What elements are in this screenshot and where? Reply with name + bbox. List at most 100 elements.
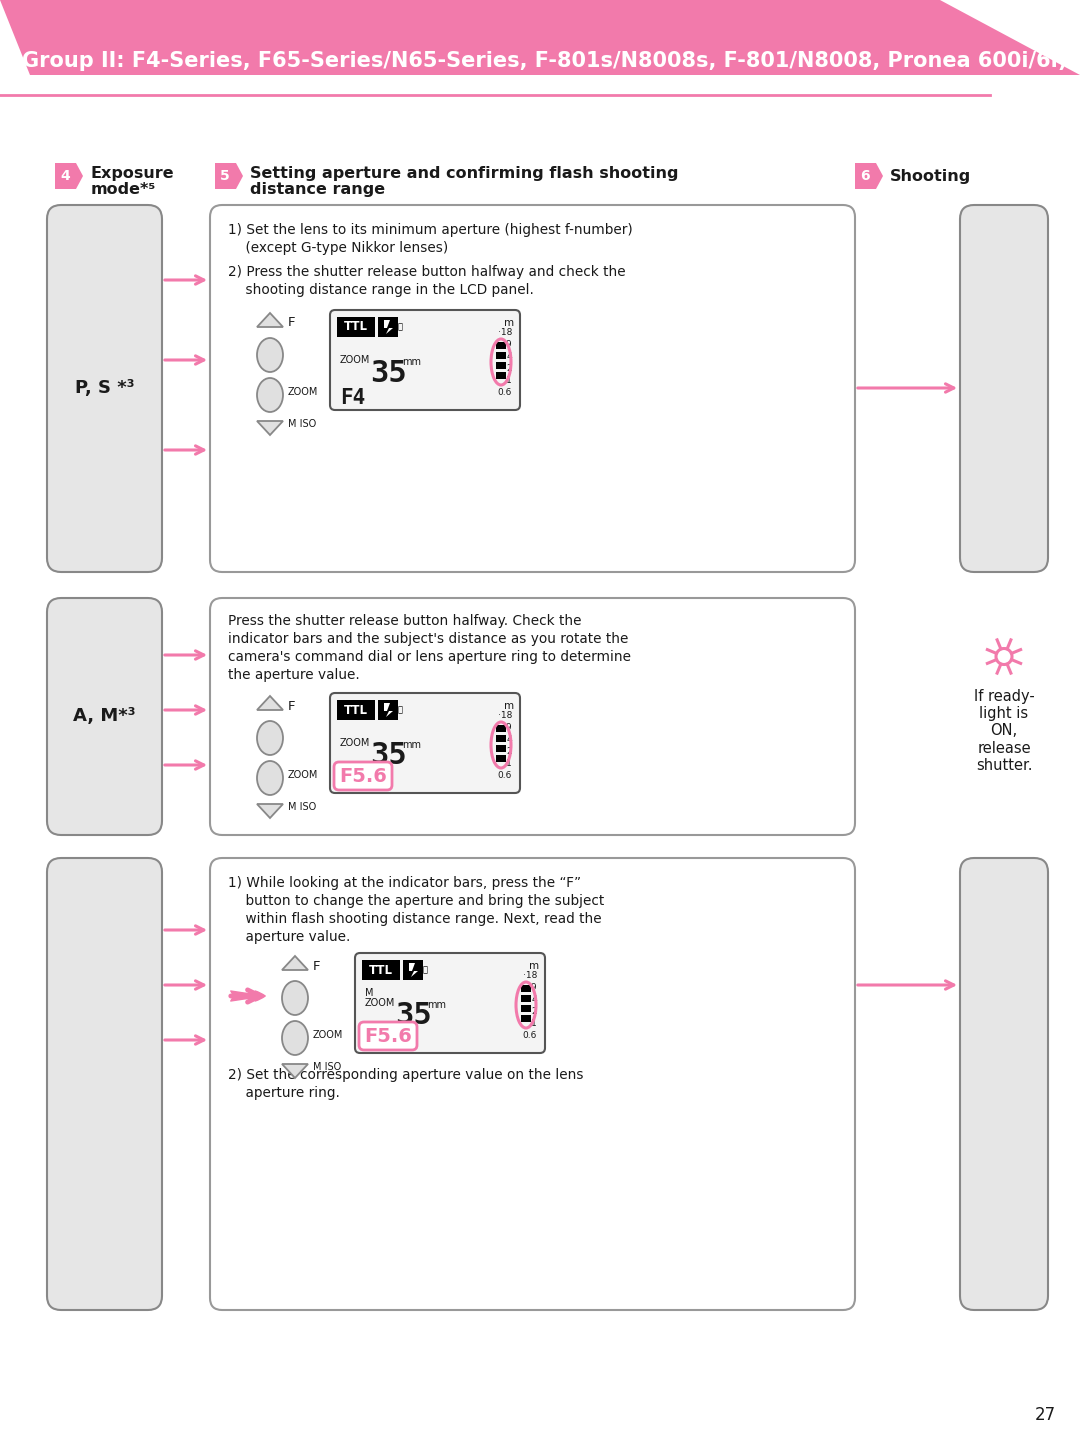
Text: 1: 1 <box>507 375 512 385</box>
Polygon shape <box>257 313 283 326</box>
Bar <box>496 725 507 732</box>
Text: ZOOM: ZOOM <box>288 769 319 779</box>
Text: shooting distance range in the LCD panel.: shooting distance range in the LCD panel… <box>228 283 534 298</box>
Text: 2: 2 <box>507 364 512 372</box>
Text: m: m <box>529 961 539 971</box>
Text: 35: 35 <box>370 358 407 387</box>
Text: 4: 4 <box>507 735 512 743</box>
FancyBboxPatch shape <box>355 953 545 1053</box>
Bar <box>496 745 507 752</box>
Text: (except G-type Nikkor lenses): (except G-type Nikkor lenses) <box>228 242 448 255</box>
Polygon shape <box>855 162 883 188</box>
Text: F: F <box>313 959 321 972</box>
Text: TTL: TTL <box>369 963 393 976</box>
Text: aperture value.: aperture value. <box>228 930 350 943</box>
Text: 35: 35 <box>370 742 407 771</box>
Text: 0.6: 0.6 <box>498 771 512 779</box>
Ellipse shape <box>257 378 283 413</box>
Ellipse shape <box>282 1021 308 1055</box>
Text: M ISO: M ISO <box>313 1063 341 1071</box>
Text: 6: 6 <box>860 170 869 183</box>
FancyBboxPatch shape <box>330 311 519 410</box>
Text: button to change the aperture and bring the subject: button to change the aperture and bring … <box>228 894 604 907</box>
Text: Exposure: Exposure <box>91 165 175 181</box>
Bar <box>496 342 507 349</box>
FancyBboxPatch shape <box>48 206 162 572</box>
Polygon shape <box>940 0 1080 75</box>
Bar <box>337 316 375 336</box>
FancyBboxPatch shape <box>48 598 162 835</box>
Text: Group II: F4-Series, F65-Series/N65-Series, F-801s/N8008s, F-801/N8008, Pronea 6: Group II: F4-Series, F65-Series/N65-Seri… <box>22 50 1067 70</box>
FancyBboxPatch shape <box>960 858 1048 1310</box>
Text: ·9: ·9 <box>528 984 537 992</box>
Text: m: m <box>504 318 514 328</box>
Text: Ⓟ: Ⓟ <box>397 706 403 715</box>
Text: F: F <box>288 699 296 712</box>
Text: ·18: ·18 <box>498 710 512 720</box>
Polygon shape <box>215 162 243 188</box>
Polygon shape <box>257 421 283 436</box>
Ellipse shape <box>257 761 283 795</box>
Text: 35: 35 <box>395 1001 432 1031</box>
Bar <box>403 961 423 981</box>
Text: mm: mm <box>427 999 446 1009</box>
Text: 2) Set the corresponding aperture value on the lens: 2) Set the corresponding aperture value … <box>228 1068 583 1081</box>
Ellipse shape <box>257 338 283 372</box>
Bar <box>521 1015 531 1022</box>
Text: Ⓟ: Ⓟ <box>397 322 403 332</box>
Polygon shape <box>384 703 393 718</box>
Text: 1: 1 <box>531 1020 537 1028</box>
Bar <box>378 700 399 720</box>
Text: m: m <box>504 700 514 710</box>
Text: M: M <box>365 988 374 998</box>
Bar <box>521 995 531 1002</box>
Text: Ⓟ: Ⓟ <box>422 965 428 975</box>
Ellipse shape <box>257 720 283 755</box>
Text: 4: 4 <box>60 170 70 183</box>
Text: F: F <box>288 316 296 329</box>
Text: camera's command dial or lens aperture ring to determine: camera's command dial or lens aperture r… <box>228 650 631 664</box>
FancyBboxPatch shape <box>334 762 392 789</box>
Text: ·9: ·9 <box>503 339 512 349</box>
Text: 1) Set the lens to its minimum aperture (highest f-number): 1) Set the lens to its minimum aperture … <box>228 223 633 237</box>
Text: P, S *³: P, S *³ <box>75 380 134 397</box>
Bar <box>521 985 531 992</box>
Text: 4: 4 <box>507 352 512 361</box>
Text: 5: 5 <box>220 170 230 183</box>
Text: ZOOM: ZOOM <box>340 355 370 365</box>
Bar <box>496 372 507 380</box>
Text: TTL: TTL <box>345 703 368 716</box>
Text: the aperture value.: the aperture value. <box>228 669 360 682</box>
Ellipse shape <box>282 981 308 1015</box>
Polygon shape <box>409 963 418 976</box>
Text: mm: mm <box>402 741 421 751</box>
Text: distance range: distance range <box>249 183 386 197</box>
Text: Press the shutter release button halfway. Check the: Press the shutter release button halfway… <box>228 614 581 628</box>
Text: 4: 4 <box>531 995 537 1004</box>
Text: indicator bars and the subject's distance as you rotate the: indicator bars and the subject's distanc… <box>228 631 629 646</box>
Text: 2) Press the shutter release button halfway and check the: 2) Press the shutter release button half… <box>228 265 625 279</box>
Text: ·18: ·18 <box>498 328 512 336</box>
Text: M ISO: M ISO <box>288 418 316 429</box>
Bar <box>496 352 507 360</box>
Bar <box>378 316 399 336</box>
Polygon shape <box>282 1064 308 1078</box>
Text: If ready-
light is
ON,
release
shutter.: If ready- light is ON, release shutter. <box>974 689 1035 774</box>
Text: F4: F4 <box>340 388 365 408</box>
Text: ·18: ·18 <box>523 971 537 981</box>
Text: 0.6: 0.6 <box>523 1031 537 1040</box>
Text: F5.6: F5.6 <box>364 1027 411 1045</box>
Polygon shape <box>55 162 83 188</box>
Text: ZOOM: ZOOM <box>288 387 319 397</box>
FancyBboxPatch shape <box>330 693 519 792</box>
FancyBboxPatch shape <box>960 206 1048 572</box>
Polygon shape <box>384 321 393 334</box>
Text: Setting aperture and confirming flash shooting: Setting aperture and confirming flash sh… <box>249 165 678 181</box>
Text: Shooting: Shooting <box>890 168 971 184</box>
Text: 1: 1 <box>507 759 512 768</box>
Bar <box>337 700 375 720</box>
Text: F5.6: F5.6 <box>339 766 387 785</box>
FancyBboxPatch shape <box>210 206 855 572</box>
Text: 27: 27 <box>1035 1406 1055 1424</box>
Text: mm: mm <box>402 357 421 367</box>
